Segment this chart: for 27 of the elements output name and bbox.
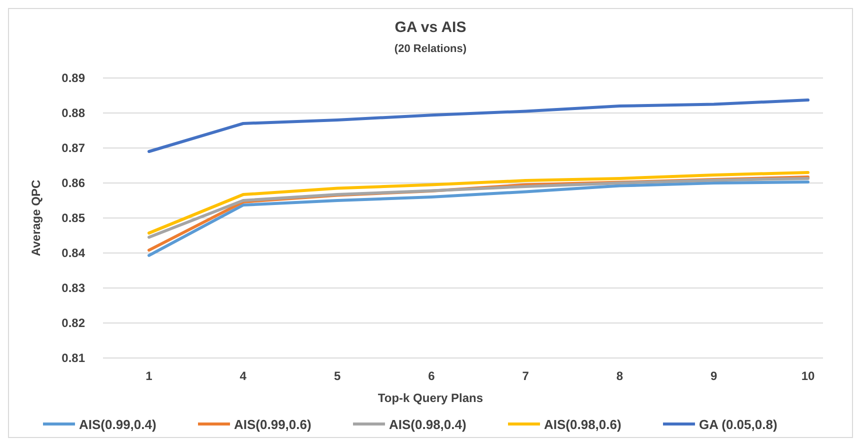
legend-label: AIS(0.98,0.4) — [389, 417, 466, 432]
y-tick-label: 0.88 — [62, 106, 86, 120]
chart-title: GA vs AIS — [394, 19, 466, 36]
x-tick-label: 8 — [616, 369, 624, 383]
x-axis-title: Top-k Query Plans — [378, 391, 484, 405]
legend-label: GA (0.05,0.8) — [699, 417, 778, 432]
legend-label: AIS(0.99,0.4) — [79, 417, 156, 432]
x-tick-label: 7 — [522, 369, 530, 383]
legend-label: AIS(0.99,0.6) — [234, 417, 312, 432]
y-tick-label: 0.85 — [62, 211, 86, 225]
line-series — [148, 98, 810, 153]
x-tick-label: 9 — [710, 369, 718, 383]
y-tick-label: 0.84 — [62, 246, 86, 260]
x-tick-label: 5 — [334, 369, 341, 383]
x-tick-label: 1 — [146, 369, 153, 383]
y-tick-label: 0.82 — [62, 316, 86, 330]
y-tick-label: 0.81 — [62, 351, 86, 365]
x-tick-label: 6 — [428, 369, 436, 383]
y-tick-label: 0.86 — [62, 176, 86, 190]
legend-label: AIS(0.98,0.6) — [544, 417, 622, 432]
x-tick-label: 10 — [801, 369, 815, 383]
chart-subtitle: (20 Relations) — [394, 43, 467, 55]
y-tick-label: 0.89 — [62, 71, 86, 85]
x-tick-label: 4 — [240, 369, 247, 383]
y-tick-label: 0.87 — [62, 141, 86, 155]
y-tick-label: 0.83 — [62, 281, 86, 295]
y-axis-title: Average QPC — [29, 180, 43, 256]
